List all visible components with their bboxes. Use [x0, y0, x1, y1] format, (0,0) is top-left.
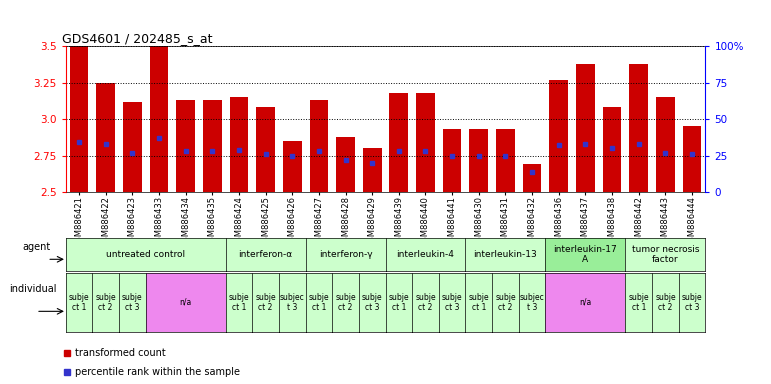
Bar — [230, 97, 248, 192]
Text: subje
ct 1: subje ct 1 — [228, 293, 249, 312]
Bar — [389, 93, 408, 192]
Text: subje
ct 1: subje ct 1 — [308, 293, 329, 312]
Bar — [523, 164, 541, 192]
Bar — [629, 64, 648, 192]
Bar — [497, 129, 515, 192]
Text: subjec
t 3: subjec t 3 — [520, 293, 544, 312]
Bar — [443, 129, 462, 192]
Bar — [96, 83, 115, 192]
Text: subje
ct 3: subje ct 3 — [682, 293, 702, 312]
Text: subje
ct 2: subje ct 2 — [415, 293, 436, 312]
Text: subje
ct 1: subje ct 1 — [389, 293, 409, 312]
Text: untreated control: untreated control — [106, 250, 185, 259]
Text: subje
ct 3: subje ct 3 — [362, 293, 382, 312]
Text: subje
ct 2: subje ct 2 — [495, 293, 516, 312]
Bar — [177, 100, 195, 192]
Bar — [550, 79, 568, 192]
Text: tumor necrosis
factor: tumor necrosis factor — [631, 245, 699, 264]
Text: subje
ct 2: subje ct 2 — [655, 293, 676, 312]
Bar — [683, 126, 702, 192]
Bar — [416, 93, 435, 192]
Bar — [283, 141, 301, 192]
Bar — [576, 64, 594, 192]
Text: agent: agent — [22, 242, 50, 252]
Bar — [363, 148, 382, 192]
Text: interleukin-4: interleukin-4 — [396, 250, 454, 259]
Text: individual: individual — [9, 284, 56, 294]
Text: subje
ct 1: subje ct 1 — [69, 293, 89, 312]
Bar — [309, 100, 328, 192]
Text: n/a: n/a — [579, 298, 591, 307]
Text: subje
ct 3: subje ct 3 — [122, 293, 143, 312]
Text: subje
ct 1: subje ct 1 — [628, 293, 649, 312]
Text: subje
ct 1: subje ct 1 — [469, 293, 489, 312]
Bar — [69, 46, 88, 192]
Text: n/a: n/a — [180, 298, 192, 307]
Text: interferon-α: interferon-α — [238, 250, 293, 259]
Text: GDS4601 / 202485_s_at: GDS4601 / 202485_s_at — [62, 32, 213, 45]
Bar — [256, 108, 274, 192]
Text: subjec
t 3: subjec t 3 — [280, 293, 305, 312]
Text: subje
ct 2: subje ct 2 — [255, 293, 276, 312]
Text: interleukin-17
A: interleukin-17 A — [554, 245, 618, 264]
Bar — [603, 108, 621, 192]
Bar — [470, 129, 488, 192]
Bar — [656, 97, 675, 192]
Text: transformed count: transformed count — [75, 348, 166, 358]
Text: subje
ct 3: subje ct 3 — [442, 293, 463, 312]
Text: interferon-γ: interferon-γ — [318, 250, 372, 259]
Text: interleukin-13: interleukin-13 — [473, 250, 537, 259]
Bar — [123, 101, 142, 192]
Bar — [150, 46, 168, 192]
Bar — [336, 137, 355, 192]
Text: subje
ct 2: subje ct 2 — [95, 293, 116, 312]
Bar — [203, 100, 221, 192]
Text: subje
ct 2: subje ct 2 — [335, 293, 356, 312]
Text: percentile rank within the sample: percentile rank within the sample — [75, 367, 241, 377]
